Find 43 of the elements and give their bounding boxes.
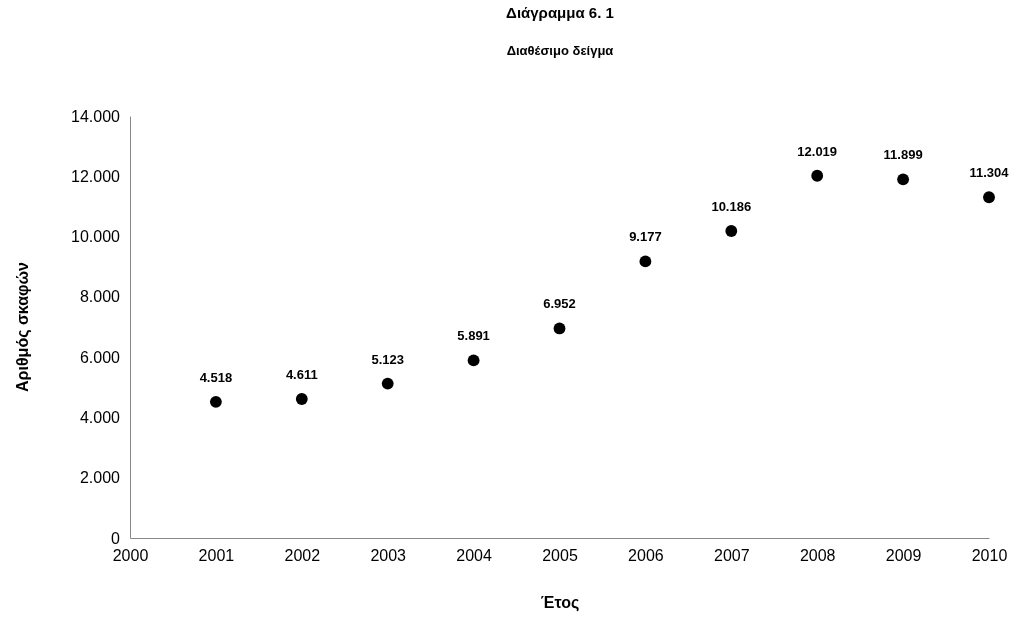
data-label: 6.952 [543,296,576,312]
data-label: 5.123 [371,351,404,367]
point [467,354,480,367]
y-tick-label: 14.000 [71,107,121,125]
point [295,393,308,405]
y-tick-label: 8.000 [79,288,121,306]
x-tick-label: 2010 [971,547,1008,565]
point [811,169,824,182]
x-tick-label: 2007 [714,547,750,565]
y-tick-label: 0 [111,529,121,547]
point [897,173,910,186]
x-tick-label: 2001 [198,547,235,565]
point [209,395,222,408]
y-tick-label: 10.000 [71,228,121,246]
x-tick-label: 2000 [112,547,149,565]
data-label: 11.899 [883,147,923,163]
y-tick-label: 2.000 [79,469,121,487]
x-tick-label: 2002 [284,547,321,565]
point [983,191,995,204]
x-tick-label: 2008 [799,547,836,565]
x-tick-label: 2006 [628,547,664,565]
y-tick-label: 4.000 [79,409,121,427]
point [381,377,394,390]
data-label: 4.611 [285,367,318,383]
y-tick-label: 12.000 [71,167,121,185]
data-label: 5.891 [457,328,490,344]
point [553,322,566,335]
chart-title: Διάγραμμα 6. 1 [506,4,614,21]
point [725,225,738,237]
point [639,255,652,268]
x-tick-label: 2004 [456,547,492,565]
y-axis-title: Αριθμός σκαφών [14,261,32,392]
data-label: 10.186 [711,198,752,214]
x-tick-label: 2005 [542,547,578,565]
chart-subtitle: Διαθέσιμο δείγμα [506,43,614,58]
x-axis-title: Έτος [540,594,580,612]
x-tick-label: 2003 [370,547,407,565]
data-label: 4.518 [199,369,233,385]
data-label: 12.019 [797,143,838,159]
y-tick-label: 6.000 [79,348,121,366]
data-label: 11.304 [969,165,1010,181]
x-tick-label: 2009 [885,547,922,565]
data-label: 9.177 [629,229,662,245]
